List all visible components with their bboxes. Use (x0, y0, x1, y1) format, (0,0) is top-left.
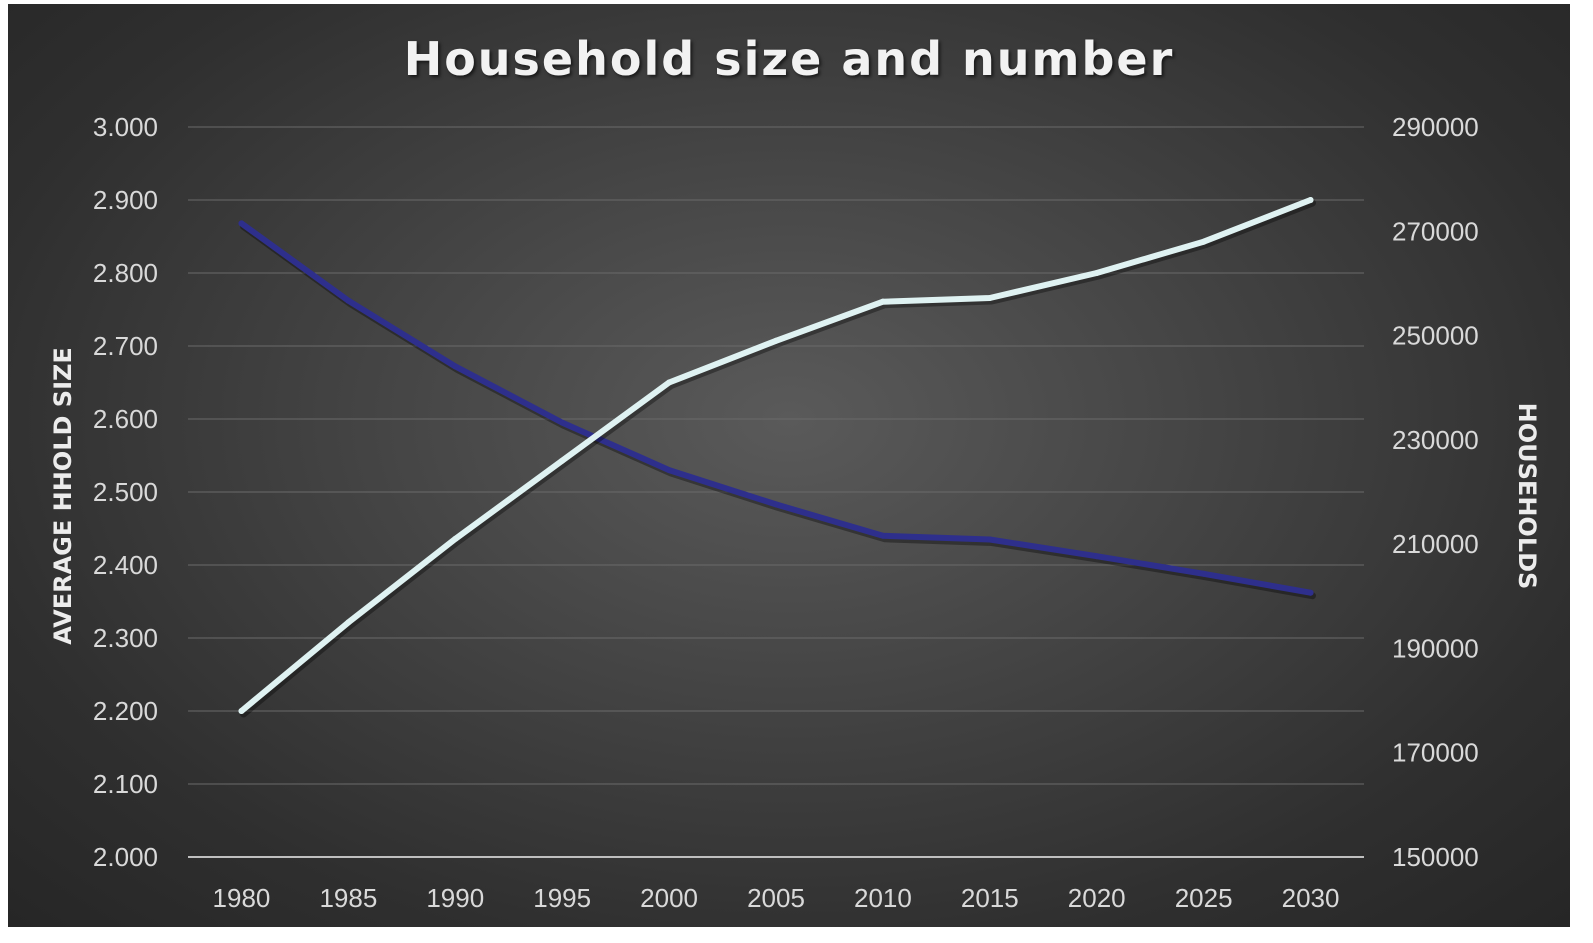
right-tick-label: 230000 (1392, 425, 1479, 455)
data-point (1093, 553, 1100, 560)
x-tick-label: 2005 (747, 883, 805, 913)
left-tick-label: 2.400 (93, 550, 158, 580)
data-point (1200, 238, 1207, 245)
series-line-shadow (240, 199, 1316, 718)
x-tick-label: 2015 (961, 883, 1019, 913)
x-tick-label: 2030 (1282, 883, 1340, 913)
x-tick-label: 1990 (426, 883, 484, 913)
data-point (666, 467, 673, 474)
left-axis-label: AVERAGE HHOLD SIZE (49, 347, 77, 645)
left-tick-label: 2.200 (93, 696, 158, 726)
data-point (238, 220, 245, 227)
left-tick-label: 2.100 (93, 769, 158, 799)
data-point (559, 419, 566, 426)
x-tick-label: 1980 (213, 883, 271, 913)
left-tick-label: 2.300 (93, 623, 158, 653)
chart-title: Household size and number (403, 32, 1175, 86)
data-point (452, 535, 459, 542)
chart-frame: Household size and number 2.000 2.100 2.20… (8, 4, 1570, 927)
data-point (452, 363, 459, 370)
right-tick-label: 270000 (1392, 216, 1479, 246)
grid-lines (188, 126, 1364, 858)
data-point (345, 297, 352, 304)
data-point (986, 295, 993, 302)
x-tick-label: 1995 (533, 883, 591, 913)
right-axis-ticks: 150000 170000 190000 210000 230000 250000 2700… (1392, 112, 1479, 872)
data-point (879, 298, 886, 305)
right-tick-label: 290000 (1392, 112, 1479, 142)
x-tick-label: 2025 (1175, 883, 1233, 913)
data-point (773, 337, 779, 344)
data-point (773, 501, 779, 508)
right-tick-label: 190000 (1392, 633, 1479, 663)
left-axis-ticks: 2.000 2.100 2.200 2.300 2.400 2.500 2.600 2.700… (93, 112, 158, 872)
left-tick-label: 2.600 (93, 404, 158, 434)
households-line (238, 197, 1314, 714)
series-lines (238, 197, 1316, 718)
series-line-shadow (240, 222, 1316, 600)
data-point (345, 619, 352, 626)
left-tick-label: 2.800 (93, 258, 158, 288)
right-tick-label: 250000 (1392, 321, 1479, 351)
x-tick-label: 2020 (1068, 883, 1126, 913)
line-chart: 2.000 2.100 2.200 2.300 2.400 2.500 2.600 2.700… (49, 112, 1541, 913)
x-tick-label: 2010 (854, 883, 912, 913)
data-point (1200, 570, 1207, 577)
data-point (1307, 589, 1314, 596)
left-tick-label: 2.500 (93, 477, 158, 507)
right-tick-label: 170000 (1392, 738, 1479, 768)
right-tick-label: 210000 (1392, 529, 1479, 559)
left-tick-label: 2.000 (93, 842, 158, 872)
x-tick-label: 1985 (319, 883, 377, 913)
x-axis-ticks: 1980 1985 1990 1995 2000 2005 2010 2015 2020 2025… (213, 883, 1340, 913)
x-tick-label: 2000 (640, 883, 698, 913)
left-tick-label: 2.900 (93, 185, 158, 215)
right-tick-label: 150000 (1392, 842, 1479, 872)
average-hhold-size-line (238, 220, 1314, 596)
data-point (1093, 270, 1100, 276)
data-point (666, 379, 673, 386)
data-point (986, 536, 993, 543)
data-point (238, 708, 245, 714)
left-tick-label: 2.700 (93, 331, 158, 361)
data-point (879, 532, 886, 539)
data-point (1307, 197, 1314, 203)
data-point (559, 457, 566, 464)
right-axis-label: HOUSEHOLDS (1513, 403, 1541, 590)
left-tick-label: 3.000 (93, 112, 158, 142)
